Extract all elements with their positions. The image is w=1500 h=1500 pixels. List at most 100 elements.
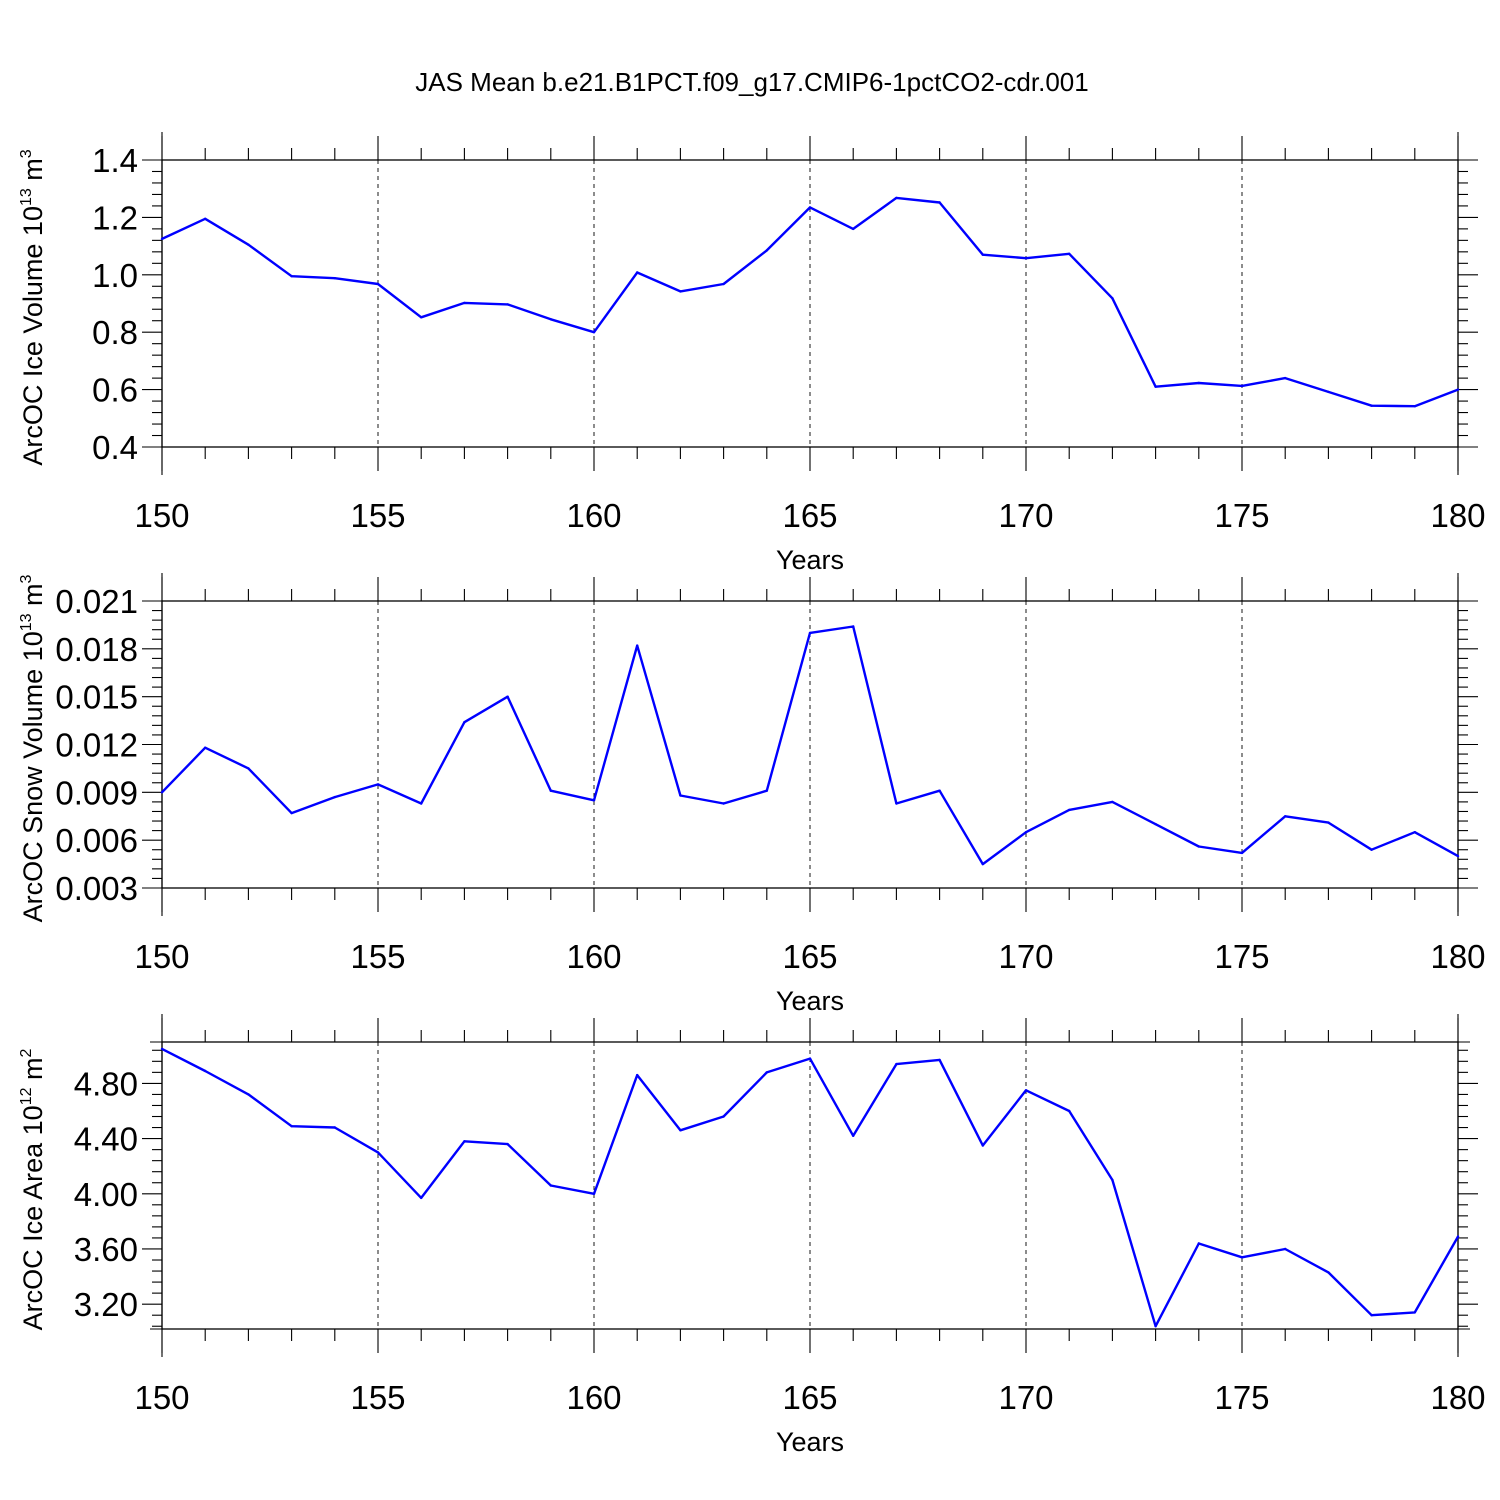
y-tick-label: 0.8 [92,314,138,351]
y-tick-label: 0.012 [55,727,138,764]
data-point [290,275,293,278]
data-point [549,789,552,792]
series-line [161,196,1459,408]
x-tick-label: 160 [566,938,621,975]
x-axis-label: Years [776,986,844,1016]
data-point [1068,252,1071,255]
y-tick-label: 3.60 [74,1231,138,1268]
data-point [376,783,380,786]
y-axis-label: ArcOC Ice Area 1012 m2 [18,1049,48,1331]
x-tick-label: 165 [782,938,837,975]
x-tick-label: 155 [350,497,405,534]
data-point [290,811,293,815]
y-axis-label-part: m [18,1058,48,1088]
y-tick-label: 0.4 [92,429,138,466]
data-point [722,1115,725,1118]
data-point [722,802,725,805]
y-tick-label: 0.015 [55,679,138,716]
data-point [1413,1311,1417,1314]
y-axis-label: ArcOC Ice Volume 1013 m3 [18,149,48,465]
data-point [1111,800,1114,804]
data-point [1111,297,1114,300]
panel-1: 0.4 0.6 0.8 1.0 1.2 1.4 150 155 160 165 170 175 180 Y… [18,132,1486,575]
y-axis-label-superscript: 12 [18,1087,35,1105]
data-point [592,1192,596,1196]
y-tick-label: 3.20 [74,1286,138,1323]
data-point [549,318,552,321]
x-axis-label: Years [776,545,844,575]
data-point [247,1093,250,1096]
x-tick-label: 180 [1430,497,1485,534]
data-point [1197,381,1201,385]
y-tick-label: 0.003 [55,870,138,907]
y-tick-label: 4.80 [74,1065,138,1102]
x-tick-label: 160 [566,497,621,534]
data-point [895,1062,898,1066]
y-tick-label: 0.6 [92,372,138,409]
data-point [290,1125,293,1128]
y-axis-label-part: m [18,583,48,613]
data-point [376,1151,380,1154]
data-point [247,767,250,770]
data-point [1024,1089,1028,1092]
data-point [506,695,509,698]
data-point [1456,854,1460,858]
x-tick-label: 165 [782,497,837,534]
data-point [1327,821,1330,824]
data-point [895,196,898,200]
data-point [1456,388,1460,391]
data-point [938,201,941,204]
data-point [808,631,812,635]
data-point [852,1134,855,1138]
data-point [420,1196,423,1200]
data-point [160,1047,164,1051]
data-point [592,331,596,334]
data-point [1068,1109,1071,1113]
data-point [1370,1314,1373,1317]
data-point [1154,1325,1157,1328]
data-point [1284,1247,1287,1251]
x-tick-label: 150 [134,497,189,534]
data-point [1240,384,1244,388]
data-point [549,1184,552,1187]
data-point [463,301,466,305]
data-point [852,625,855,628]
data-point [420,802,423,805]
data-point [765,1071,768,1074]
data-point [333,277,336,280]
y-tick-label: 1.0 [92,257,138,294]
y-axis-label-part: ArcOC Ice Area 10 [18,1105,48,1330]
data-point [204,1069,207,1073]
x-tick-label: 180 [1430,1379,1485,1416]
data-point [981,862,984,866]
y-tick-label: 4.40 [74,1121,138,1158]
x-tick-label: 170 [998,938,1053,975]
y-axis-label: ArcOC Snow Volume 1013 m3 [18,574,48,922]
data-point [1456,1235,1460,1238]
x-tick-label: 170 [998,1379,1053,1416]
y-axis-label-superscript: 13 [18,188,35,206]
x-tick-label: 150 [134,1379,189,1416]
x-tick-label: 180 [1430,938,1485,975]
y-tick-label: 1.4 [92,142,138,179]
y-axis-label-part: ArcOC Ice Volume 10 [18,206,48,466]
data-point [1024,257,1028,260]
data-point [1154,385,1157,388]
data-point [765,249,768,252]
data-point [1327,390,1330,394]
data-point [1024,831,1028,834]
data-point [636,644,639,647]
data-point [1327,1271,1330,1274]
x-tick-label: 175 [1214,938,1269,975]
data-point [981,253,984,256]
data-point [1240,1256,1244,1259]
data-point [463,1140,466,1143]
plot-frame [161,600,1459,889]
data-point [895,802,898,805]
data-point [1240,851,1244,855]
data-point [1197,845,1201,848]
data-point [808,1057,812,1060]
data-point [1068,808,1071,812]
y-axis-label-part: ArcOC Snow Volume 10 [18,631,48,922]
